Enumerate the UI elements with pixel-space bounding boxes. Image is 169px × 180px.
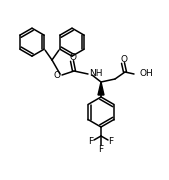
Polygon shape	[98, 82, 104, 95]
Text: O: O	[69, 53, 77, 62]
Text: F: F	[98, 145, 104, 154]
Text: O: O	[54, 71, 61, 80]
Text: O: O	[120, 55, 127, 64]
Text: NH: NH	[89, 69, 103, 78]
Text: F: F	[108, 138, 114, 147]
Text: OH: OH	[139, 69, 153, 78]
Text: F: F	[88, 138, 94, 147]
